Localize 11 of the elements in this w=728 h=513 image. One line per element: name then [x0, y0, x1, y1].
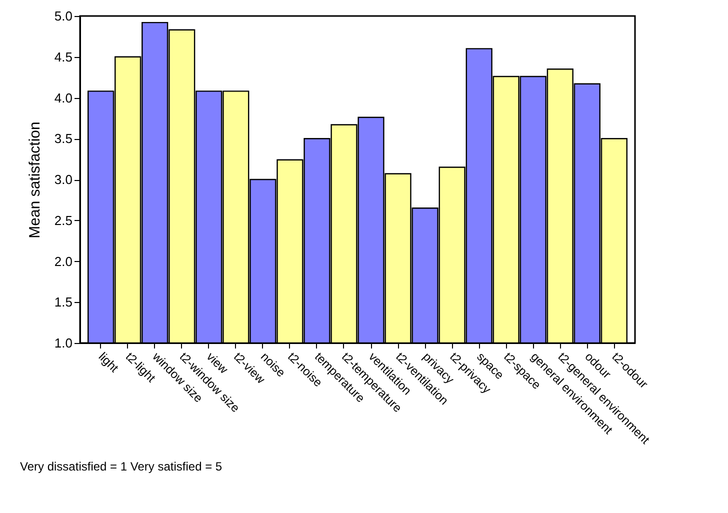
y-tick-label: 3.5: [54, 131, 72, 146]
y-tick-label: 4.0: [54, 90, 72, 106]
y-tick-label: 1.5: [54, 294, 72, 310]
y-axis-title: Mean satisfaction: [26, 122, 44, 238]
y-tick-label: 3.0: [54, 172, 72, 187]
y-tick-label: 2.0: [54, 254, 72, 269]
y-tick-label: 5.0: [54, 8, 72, 24]
y-tick-label: 4.5: [54, 49, 72, 64]
y-tick-label: 1.0: [54, 336, 72, 350]
y-tick-label: 2.5: [54, 212, 72, 228]
text: Very dissatisfied = 1 Very satisfied = 5: [20, 460, 222, 474]
